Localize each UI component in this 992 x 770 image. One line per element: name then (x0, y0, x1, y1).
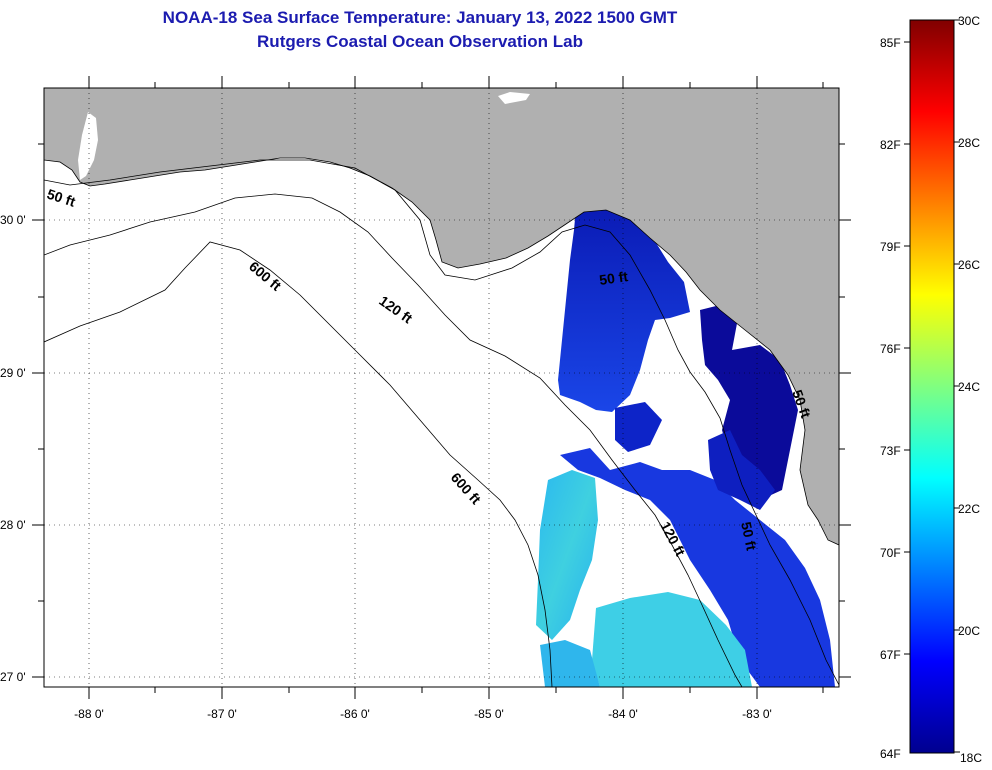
colorbar (909, 19, 955, 754)
lat-axis-labels: 30 0' 29 0' 28 0' 27 0' (0, 213, 26, 684)
colorbar-f-label: 67F (880, 648, 901, 662)
lon-label: -84 0' (608, 707, 638, 721)
sst-patch-gulf-southwest (540, 640, 600, 687)
colorbar-c-label: 28C (958, 136, 980, 150)
colorbar-f-label: 85F (880, 36, 901, 50)
contour-label: 50 ft (738, 520, 760, 552)
lat-label: 29 0' (0, 366, 26, 380)
coastline (44, 157, 839, 546)
lon-label: -87 0' (207, 707, 237, 721)
lon-axis-labels: -88 0' -87 0' -86 0' -85 0' -84 0' -83 0… (74, 707, 772, 721)
lon-label: -83 0' (742, 707, 772, 721)
sst-patch-tampa-bay (615, 402, 662, 452)
contour-label: 50 ft (598, 268, 629, 288)
colorbar-ticks (904, 19, 960, 753)
colorbar-f-label: 70F (880, 546, 901, 560)
colorbar-c-label: 22C (958, 502, 980, 516)
colorbar-c-labels: 30C 28C 26C 24C 22C 20C 18C (958, 14, 982, 765)
sst-patch-shelf-south (560, 448, 835, 687)
sst-data-layer (536, 202, 835, 687)
lon-label: -88 0' (74, 707, 104, 721)
land-lake (498, 92, 530, 104)
colorbar-c-label: 30C (958, 14, 980, 28)
land-mass (44, 88, 839, 545)
colorbar-c-label: 26C (958, 258, 980, 272)
colorbar-c-label: 18C (960, 751, 982, 765)
sst-patch-bigbend (558, 202, 690, 412)
colorbar-f-label: 73F (880, 444, 901, 458)
lon-label: -85 0' (474, 707, 504, 721)
map-frame (43, 87, 840, 688)
contour-120ft (44, 193, 743, 687)
sst-patch-gulf-cyan (536, 470, 598, 640)
colorbar-f-label: 82F (880, 138, 901, 152)
colorbar-f-label: 79F (880, 240, 901, 254)
land-peninsula (78, 112, 98, 180)
contour-50ft (44, 159, 839, 686)
colorbar-c-label: 24C (958, 380, 980, 394)
title-line-1: NOAA-18 Sea Surface Temperature: January… (162, 8, 678, 27)
lat-label: 27 0' (0, 670, 26, 684)
lat-label: 30 0' (0, 213, 26, 227)
colorbar-f-labels: 85F 82F 79F 76F 73F 70F 67F 64F (880, 36, 901, 761)
title-line-2: Rutgers Coastal Ocean Observation Lab (257, 32, 583, 51)
colorbar-f-label: 76F (880, 342, 901, 356)
colorbar-f-label: 64F (880, 747, 901, 761)
sst-patch-gulf-south (592, 592, 752, 687)
sst-patch-central-blue (708, 430, 775, 510)
lat-label: 28 0' (0, 518, 26, 532)
lon-label: -86 0' (340, 707, 370, 721)
axis-ticks (32, 76, 851, 699)
sst-patch-coast-north (700, 305, 798, 500)
colorbar-c-label: 20C (958, 624, 980, 638)
contour-600ft (44, 241, 553, 687)
